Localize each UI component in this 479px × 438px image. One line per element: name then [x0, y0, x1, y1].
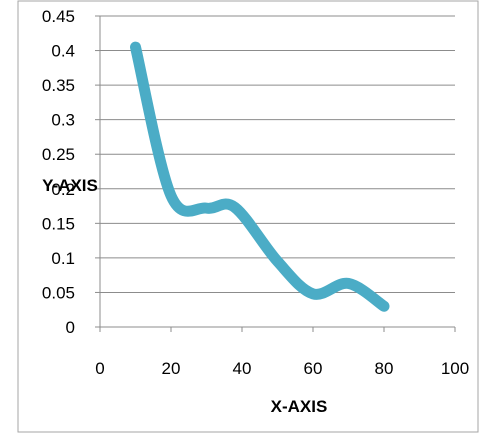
y-tick-labels: 0 0.05 0.1 0.15 0.2 0.25 0.3 0.35 0.4 0.45 — [42, 7, 75, 337]
y-tick-label: 0 — [66, 318, 75, 337]
x-axis-title: X-AXIS — [271, 397, 328, 416]
y-tick-label: 0.25 — [42, 145, 75, 164]
x-tick-labels: 0 20 40 60 80 100 — [95, 359, 469, 378]
series-line — [130, 41, 390, 312]
y-tick-label: 0.45 — [42, 7, 75, 26]
x-tick-label: 40 — [233, 359, 252, 378]
y-tick-label: 0.3 — [51, 111, 75, 130]
y-tick-label: 0.2 — [51, 180, 75, 199]
y-tick-label: 0.4 — [51, 42, 75, 61]
x-tick-label: 0 — [95, 359, 104, 378]
x-tick-label: 80 — [375, 359, 394, 378]
gridlines — [100, 15, 455, 293]
y-tick-label: 0.05 — [42, 283, 75, 302]
axes — [95, 15, 456, 332]
x-tick-label: 100 — [441, 359, 469, 378]
y-tick-label: 0.15 — [42, 214, 75, 233]
series-layer — [130, 41, 390, 312]
x-tick-label: 20 — [162, 359, 181, 378]
x-tick-label: 60 — [304, 359, 323, 378]
y-tick-label: 0.35 — [42, 76, 75, 95]
y-axis-title: Y-AXIS — [42, 176, 98, 195]
y-tick-label: 0.1 — [51, 249, 75, 268]
